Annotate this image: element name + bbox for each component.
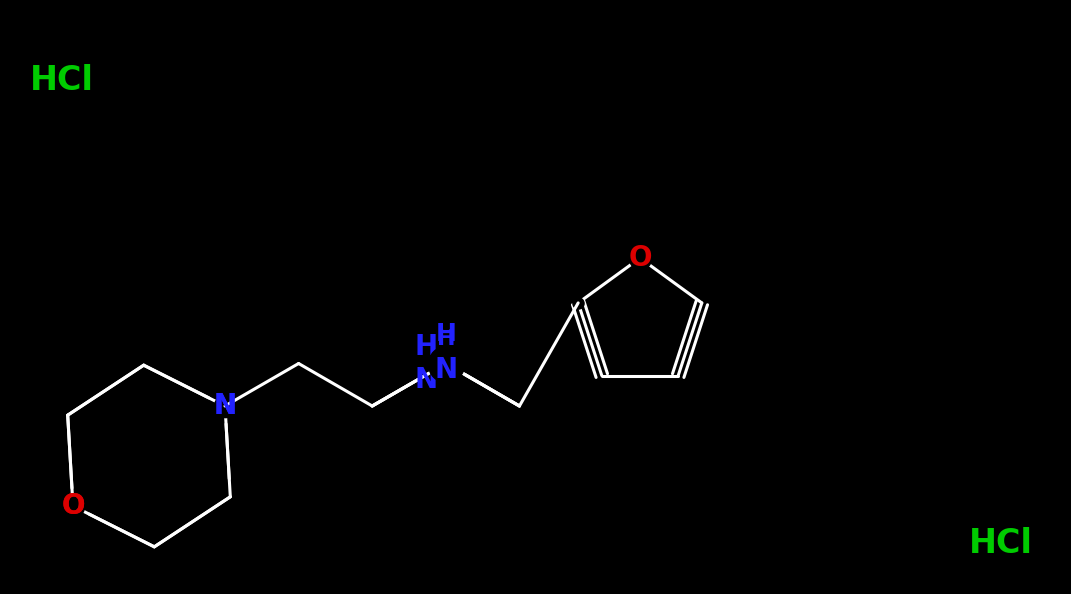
Text: N: N — [213, 392, 237, 420]
Text: HCl: HCl — [969, 527, 1034, 560]
Text: H: H — [437, 328, 455, 349]
Text: N: N — [434, 355, 457, 383]
Text: O: O — [629, 244, 652, 272]
Text: HCl: HCl — [30, 64, 94, 97]
Text: O: O — [61, 492, 85, 520]
Text: N: N — [434, 355, 457, 384]
Text: O: O — [61, 492, 85, 520]
Text: H
N: H N — [414, 333, 438, 394]
Text: N: N — [213, 392, 237, 420]
Text: H: H — [436, 321, 456, 346]
